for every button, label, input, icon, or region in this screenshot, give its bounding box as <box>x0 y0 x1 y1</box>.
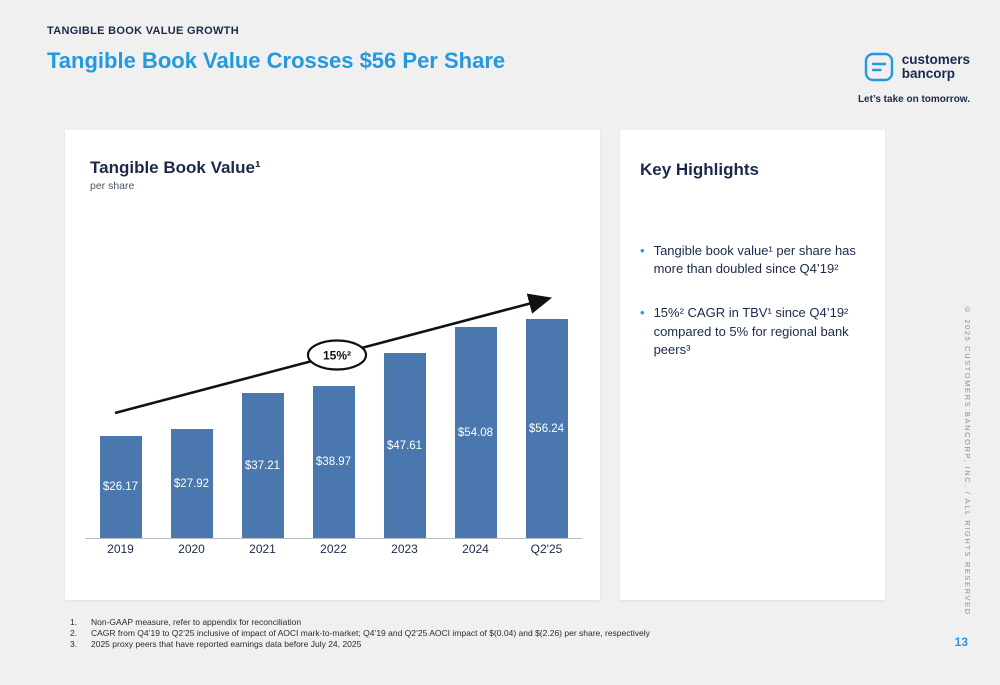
copyright-vertical: © 2025 CUSTOMERS BANCORP, INC. / ALL RIG… <box>963 305 972 616</box>
x-axis-label: 2024 <box>462 542 489 556</box>
footnote-number: 3. <box>70 638 78 649</box>
bar-Q2'25: $56.24 <box>525 319 568 538</box>
bar-value-label: $26.17 <box>102 481 139 493</box>
chart-card: Tangible Book Value¹ per share 15%² $26.… <box>65 130 600 600</box>
x-axis-label: 2020 <box>178 542 205 556</box>
bar-column: $27.92 <box>156 285 227 538</box>
bullet-icon: • <box>640 305 645 321</box>
brand-name-line1: customers <box>901 51 970 67</box>
page-title: Tangible Book Value Crosses $56 Per Shar… <box>47 48 506 73</box>
highlight-text: Tangible book value¹ per share has more … <box>653 243 856 277</box>
footnote-text: 2025 proxy peers that have reported earn… <box>91 638 362 649</box>
footnotes: 1. Non-GAAP measure, refer to appendix fo… <box>70 617 650 649</box>
bar-value-label: $54.08 <box>457 426 494 439</box>
footnote-text: Non-GAAP measure, refer to appendix for … <box>91 617 302 627</box>
highlights-title: Key Highlights <box>640 160 760 179</box>
chart-title: Tangible Book Value¹ <box>90 158 261 177</box>
bullet-icon: • <box>640 243 645 258</box>
bar-value-label: $27.92 <box>173 477 210 490</box>
brand-tagline: Let’s take on tomorrow. <box>857 94 970 105</box>
footnote-number: 2. <box>70 627 78 638</box>
bar-2023: $47.61 <box>383 353 426 538</box>
bar-column: $26.17 <box>85 285 156 538</box>
page-number: 13 <box>954 635 968 649</box>
bar-column: $56.24 <box>511 285 582 538</box>
bar-value-label: $47.61 <box>386 439 423 452</box>
footnote-row: 1. Non-GAAP measure, refer to appendix fo… <box>70 617 650 628</box>
bar-value-label: $38.97 <box>315 456 352 468</box>
footnote-row: 3. 2025 proxy peers that have reported ea… <box>70 639 650 650</box>
bar-2022: $38.97 <box>312 386 355 538</box>
bar-column: $47.61 <box>369 285 440 538</box>
x-axis-label: 2022 <box>320 542 347 556</box>
x-axis-label: 2021 <box>249 542 276 556</box>
footnote-row: 2. CAGR from Q4’19 to Q2’25 inclusive of … <box>70 628 650 639</box>
x-axis: 2019 2020 2021 2022 2023 2024 Q2'25 <box>85 542 582 556</box>
highlights-card: Key Highlights • Tangible book value¹ per… <box>620 130 885 600</box>
bar-2024: $54.08 <box>454 327 497 538</box>
highlight-item: • Tangible book value¹ per share has more… <box>640 242 865 278</box>
highlights-list: • Tangible book value¹ per share has more… <box>640 242 865 385</box>
brand-block: customers bancorp Let’s take on tomorrow… <box>858 52 970 105</box>
footnote-number: 1. <box>70 617 78 627</box>
bar-2021: $37.21 <box>241 393 284 538</box>
bar-column: $54.08 <box>440 285 511 538</box>
bar-value-label: $56.24 <box>528 422 565 435</box>
bar-value-label: $37.21 <box>244 459 281 472</box>
footnote-text: CAGR from Q4’19 to Q2’25 inclusive of im… <box>91 627 650 638</box>
bar-column: $38.97 <box>298 285 369 538</box>
bar-plot: 15%² $26.17 $27.92 $37.21 $38.97 $47.61 $54.0… <box>85 285 582 539</box>
highlight-item: • 15%² CAGR in TBV¹ since Q4’19² compared… <box>640 304 865 359</box>
x-axis-label: 2023 <box>391 542 418 556</box>
eyebrow: TANGIBLE BOOK VALUE GROWTH <box>47 25 239 37</box>
customers-bancorp-logo-icon <box>864 52 894 82</box>
highlight-text: 15%² CAGR in TBV¹ since Q4’19² compared … <box>653 305 849 357</box>
x-axis-label: 2019 <box>107 542 134 556</box>
bar-2020: $27.92 <box>170 429 213 538</box>
brand-name-line2: bancorp <box>901 66 955 81</box>
bar-column: $37.21 <box>227 285 298 538</box>
x-axis-label: Q2'25 <box>530 542 563 556</box>
bar-2019: $26.17 <box>99 436 142 538</box>
chart-subtitle: per share <box>90 180 135 192</box>
